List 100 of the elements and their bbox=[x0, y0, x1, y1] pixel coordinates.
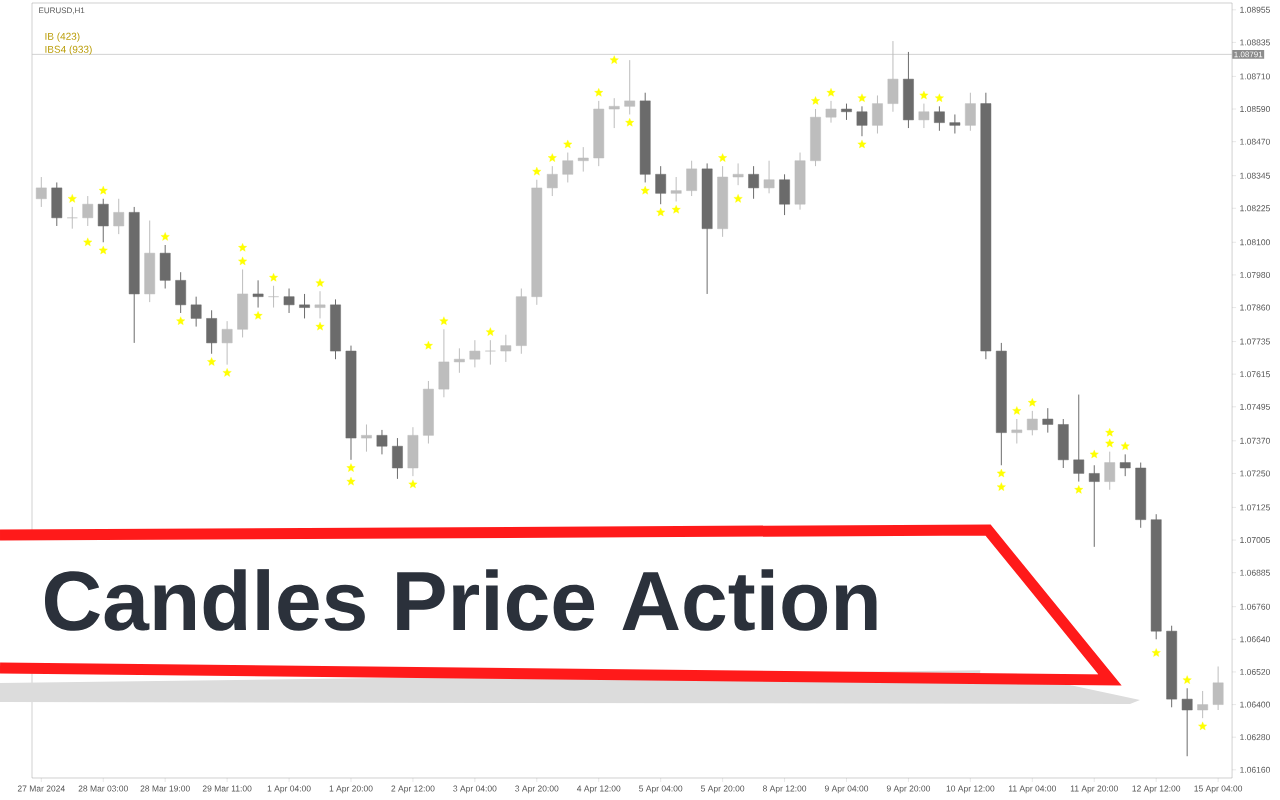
candlestick bbox=[965, 92, 976, 132]
y-tick-label: 1.07980 bbox=[1240, 271, 1270, 278]
x-tick-label: 11 Apr 04:00 bbox=[1008, 785, 1056, 794]
candlestick bbox=[469, 339, 481, 368]
point bbox=[547, 153, 557, 162]
x-tick-label: 29 Mar 11:00 bbox=[202, 785, 252, 792]
x-tick-label: 5 Apr 20:00 bbox=[700, 785, 745, 794]
point bbox=[315, 278, 325, 287]
chart-title: EURUSD,H1 bbox=[39, 7, 85, 15]
y-tick-label: 1.07860 bbox=[1240, 304, 1270, 311]
y-tick-label: 1.07250 bbox=[1240, 470, 1270, 477]
annotation: IB (423) bbox=[45, 32, 80, 42]
x-tick-label: 12 Apr 12:00 bbox=[1132, 785, 1181, 794]
point bbox=[238, 256, 248, 266]
point bbox=[408, 479, 418, 489]
candlestick bbox=[392, 437, 403, 480]
point bbox=[1105, 438, 1115, 448]
point bbox=[826, 88, 836, 97]
x-tick-label: 27 Mar 2024 bbox=[17, 785, 65, 792]
point bbox=[98, 185, 108, 195]
y-tick-label: 1.07615 bbox=[1240, 371, 1270, 378]
x-tick-label: 3 Apr 04:00 bbox=[453, 785, 497, 794]
candlestick bbox=[856, 105, 868, 137]
point bbox=[83, 237, 93, 247]
point bbox=[98, 245, 108, 255]
x-tick-label: 9 Apr 04:00 bbox=[824, 785, 869, 794]
candlestick bbox=[314, 290, 326, 319]
point bbox=[919, 90, 929, 100]
candlestick bbox=[670, 176, 682, 202]
x-tick-label: 28 Mar 19:00 bbox=[140, 785, 190, 792]
point bbox=[625, 117, 635, 127]
point bbox=[485, 327, 495, 336]
x-tick-label: 2 Apr 12:00 bbox=[391, 785, 435, 794]
candlestick bbox=[1119, 453, 1131, 477]
x-tick-label: 1 Apr 04:00 bbox=[267, 785, 311, 794]
candlestick bbox=[1011, 418, 1023, 445]
point bbox=[656, 207, 666, 217]
candlestick bbox=[872, 94, 883, 135]
y-tick-label: 1.08955 bbox=[1240, 6, 1270, 13]
point bbox=[857, 93, 867, 102]
point bbox=[160, 232, 170, 241]
point bbox=[1105, 427, 1115, 437]
candlestick bbox=[82, 195, 94, 227]
y-tick-label: 1.08590 bbox=[1240, 106, 1270, 113]
x-tick-label: 4 Apr 12:00 bbox=[576, 785, 621, 794]
x-tick-label: 1 Apr 20:00 bbox=[329, 785, 373, 794]
x-tick-label: 9 Apr 20:00 bbox=[886, 785, 931, 794]
candlestick bbox=[35, 176, 47, 208]
candlestick bbox=[748, 165, 759, 200]
point bbox=[1198, 721, 1208, 731]
candlestick bbox=[949, 113, 961, 135]
candlestick bbox=[686, 160, 698, 197]
candlestick bbox=[546, 165, 558, 197]
point bbox=[269, 272, 278, 282]
annotation: IBS4 (933) bbox=[45, 45, 92, 55]
y-tick-label: 1.06400 bbox=[1240, 701, 1270, 708]
candlestick bbox=[299, 293, 310, 319]
x-tick-label: 5 Apr 04:00 bbox=[639, 785, 683, 794]
y-tick-label: 1.08225 bbox=[1240, 205, 1270, 212]
point bbox=[811, 96, 820, 105]
point bbox=[253, 311, 263, 320]
ref-line-label: 1.08791 bbox=[1234, 51, 1263, 58]
y-tick-label: 1.06640 bbox=[1240, 636, 1270, 643]
candlestick bbox=[655, 165, 667, 205]
point bbox=[1074, 485, 1084, 494]
candlestick bbox=[1197, 690, 1208, 719]
point bbox=[67, 194, 77, 203]
candlestick bbox=[252, 279, 264, 309]
y-tick-label: 1.07125 bbox=[1240, 504, 1270, 511]
y-tick-label: 1.07735 bbox=[1240, 338, 1270, 345]
x-tick-label: 3 Apr 20:00 bbox=[515, 785, 559, 794]
candlestick bbox=[1212, 665, 1224, 711]
candlestick bbox=[113, 198, 125, 235]
y-tick-label: 1.06520 bbox=[1240, 668, 1270, 675]
point bbox=[423, 340, 433, 350]
candlestick bbox=[66, 206, 78, 230]
candlestick bbox=[190, 296, 202, 328]
candlestick bbox=[608, 97, 620, 129]
candlestick bbox=[577, 146, 589, 173]
point bbox=[996, 468, 1006, 478]
candlestick bbox=[221, 320, 233, 366]
point bbox=[207, 357, 217, 366]
point bbox=[222, 368, 232, 377]
point bbox=[594, 88, 604, 97]
point bbox=[563, 139, 573, 149]
candlestick bbox=[376, 429, 388, 455]
y-tick-label: 1.08710 bbox=[1240, 73, 1270, 80]
point bbox=[1089, 449, 1099, 459]
candlestick bbox=[1181, 687, 1193, 757]
y-tick-label: 1.06160 bbox=[1240, 766, 1270, 773]
x-tick-label: 10 Apr 12:00 bbox=[946, 785, 995, 794]
y-tick-label: 1.07370 bbox=[1240, 437, 1270, 444]
x-tick-label: 28 Mar 03:00 bbox=[78, 785, 128, 792]
point bbox=[1151, 648, 1161, 657]
point bbox=[609, 55, 619, 64]
candlestick bbox=[825, 100, 837, 124]
annotation: Candles Price Action bbox=[44, 569, 877, 631]
point bbox=[857, 139, 867, 149]
y-tick-label: 1.06280 bbox=[1240, 734, 1270, 741]
y-tick-label: 1.07005 bbox=[1240, 537, 1270, 544]
